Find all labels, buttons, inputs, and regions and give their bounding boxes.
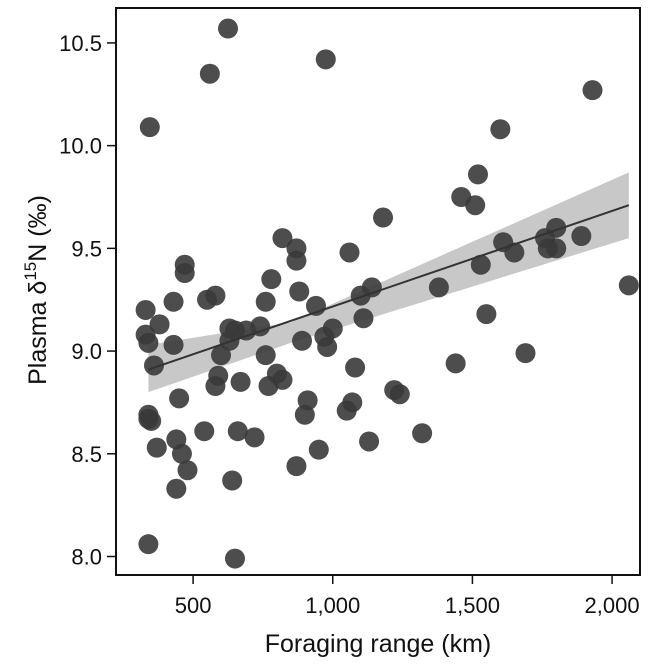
data-point — [166, 478, 187, 499]
data-point — [143, 355, 164, 376]
data-point — [339, 242, 360, 263]
data-point — [163, 334, 184, 355]
data-point — [224, 548, 245, 569]
data-point — [308, 439, 329, 460]
y-tick-label: 10.5 — [59, 31, 102, 56]
data-point — [141, 410, 162, 431]
data-point — [230, 371, 251, 392]
y-axis-title: Plasma δ15N (‰) — [21, 195, 52, 385]
data-point — [515, 343, 536, 364]
x-tick-label: 500 — [175, 593, 212, 618]
y-tick-label: 10.0 — [59, 134, 102, 159]
data-point — [146, 437, 167, 458]
plot-frame — [115, 7, 641, 576]
data-point — [169, 388, 190, 409]
data-point — [465, 195, 486, 216]
regression-line — [148, 204, 630, 371]
data-point — [490, 119, 511, 140]
data-point — [171, 443, 192, 464]
y-tick-label: 8.5 — [71, 442, 102, 467]
data-point — [194, 421, 215, 442]
data-point — [199, 63, 220, 84]
x-axis-title: Foraging range (km) — [265, 630, 491, 658]
data-point — [211, 345, 232, 366]
data-point — [244, 427, 265, 448]
data-point — [208, 365, 229, 386]
plot-area: 500 1,000 1,500 2,000 8.0 8.5 9.0 9.5 10.0 10.5 — [59, 7, 641, 618]
data-point — [174, 263, 195, 284]
data-point — [286, 456, 307, 477]
data-point — [289, 281, 310, 302]
data-point — [138, 534, 159, 555]
data-point — [255, 291, 276, 312]
y-title-part: Plasma δ — [24, 281, 52, 385]
data-point — [138, 332, 159, 353]
confidence-band — [148, 172, 629, 393]
data-point — [315, 49, 336, 70]
data-point — [261, 269, 282, 290]
y-tick-label: 8.0 — [71, 545, 102, 570]
y-tick-label: 9.0 — [71, 339, 102, 364]
data-point — [258, 376, 279, 396]
x-tick-label: 1,500 — [445, 593, 500, 618]
data-point — [467, 164, 488, 185]
data-point — [476, 304, 497, 325]
data-point — [336, 400, 357, 421]
data-point — [227, 421, 248, 442]
data-point — [582, 80, 603, 101]
data-point — [359, 431, 380, 452]
data-point — [571, 226, 592, 247]
data-point — [428, 277, 449, 298]
y-tick-label: 9.5 — [71, 236, 102, 261]
x-tick-label: 1,000 — [305, 593, 360, 618]
data-point — [177, 460, 198, 481]
data-point — [218, 18, 239, 39]
data-point — [546, 238, 567, 259]
data-point — [149, 314, 170, 335]
data-point — [297, 390, 318, 411]
data-point — [272, 228, 293, 249]
data-point — [412, 423, 433, 444]
data-point — [350, 285, 371, 306]
data-point — [618, 275, 639, 296]
data-point — [286, 250, 307, 271]
data-point — [353, 308, 374, 329]
data-point — [163, 291, 184, 312]
data-point — [292, 330, 313, 351]
y-title-superscript: 15 — [21, 262, 40, 281]
data-point — [445, 353, 466, 374]
data-point — [139, 117, 160, 138]
data-point — [384, 380, 405, 401]
y-title-part: N (‰) — [24, 195, 52, 262]
x-tick-label: 2,000 — [585, 593, 640, 618]
data-point — [345, 357, 366, 378]
data-point — [504, 242, 525, 263]
data-point — [135, 299, 156, 320]
data-point — [470, 254, 491, 275]
data-point — [222, 470, 243, 491]
data-point — [255, 345, 276, 366]
data-point — [373, 207, 394, 228]
data-point — [314, 326, 335, 347]
data-point — [197, 289, 218, 310]
